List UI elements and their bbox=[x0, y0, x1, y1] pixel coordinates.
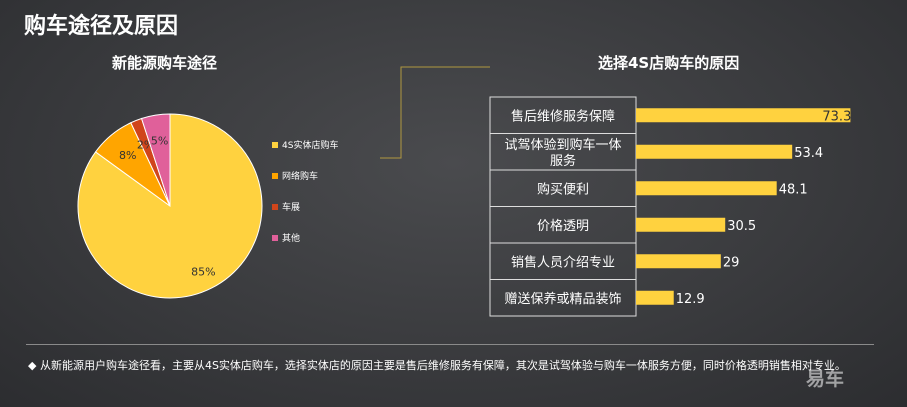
bar-value-label-0: 73.3 bbox=[822, 109, 851, 124]
bar-value-label-3: 30.5 bbox=[727, 219, 756, 234]
legend-swatch-3 bbox=[272, 235, 278, 241]
category-label-3: 价格透明 bbox=[537, 218, 589, 234]
bar-value-label-5: 12.9 bbox=[676, 292, 705, 307]
bar-0 bbox=[636, 108, 851, 123]
bar-2 bbox=[636, 181, 777, 196]
category-label-5: 赠送保养或精品装饰 bbox=[504, 291, 621, 307]
bar-3 bbox=[636, 217, 726, 232]
category-label-2: 购买便利 bbox=[537, 181, 589, 197]
bar-4 bbox=[636, 254, 721, 269]
category-label-1-line-0: 试驾体验到购车一体 bbox=[504, 137, 621, 153]
pie-value-label-3: 5% bbox=[151, 135, 168, 148]
bar-value-label-1: 53.4 bbox=[794, 146, 823, 161]
category-label-0: 售后维修服务保障 bbox=[511, 108, 615, 124]
legend-swatch-1 bbox=[272, 173, 278, 179]
legend-label-2: 车展 bbox=[282, 201, 300, 213]
pie-value-label-0: 85% bbox=[191, 266, 215, 279]
footnote-text: ◆ 从新能源用户购车途径看，主要从4S实体店购车，选择实体店的原因主要是售后维修… bbox=[28, 359, 846, 372]
page-title: 购车途径及原因 bbox=[24, 14, 179, 39]
legend-swatch-0 bbox=[272, 142, 278, 148]
bar-value-label-4: 29 bbox=[723, 255, 740, 270]
bar-1 bbox=[636, 144, 793, 159]
bar-chart-title: 选择4S店购车的原因 bbox=[598, 54, 740, 72]
pie-chart-title: 新能源购车途径 bbox=[112, 54, 218, 72]
connector-line bbox=[380, 66, 490, 159]
bar-5 bbox=[636, 290, 674, 305]
bar-value-label-2: 48.1 bbox=[779, 182, 808, 197]
pie-value-label-1: 8% bbox=[119, 149, 136, 162]
legend-label-1: 网络购车 bbox=[282, 170, 318, 182]
legend-label-3: 其他 bbox=[282, 232, 300, 244]
pie-slice-3 bbox=[140, 113, 171, 207]
category-label-1-line-1: 服务 bbox=[550, 153, 576, 169]
category-label-4: 销售人员介绍专业 bbox=[511, 254, 615, 270]
legend-swatch-2 bbox=[272, 204, 278, 210]
legend-label-0: 4S实体店购车 bbox=[282, 139, 338, 151]
footnote-divider bbox=[26, 344, 874, 345]
watermark-logo: 易车 bbox=[806, 368, 845, 390]
